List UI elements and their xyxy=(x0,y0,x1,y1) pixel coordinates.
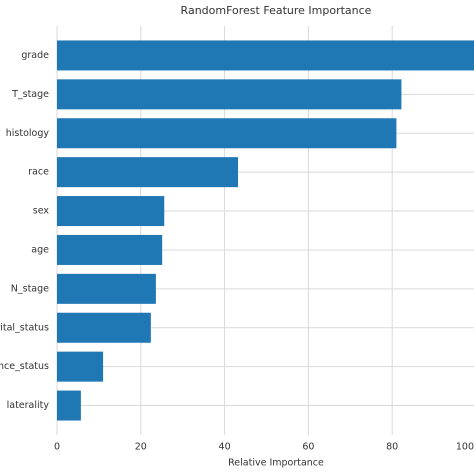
y-tick-label: grade xyxy=(21,50,49,61)
bar xyxy=(57,273,156,304)
y-tick-label: ance_status xyxy=(0,361,49,372)
y-tick-label: histology xyxy=(6,128,50,139)
y-tick-label: age xyxy=(31,244,49,255)
bar xyxy=(57,157,239,188)
x-tick-label: 100 xyxy=(456,442,474,453)
x-tick-label: 20 xyxy=(135,442,147,453)
bar xyxy=(57,312,151,343)
y-tick-label: N_stage xyxy=(11,283,49,294)
x-tick-label: 60 xyxy=(302,442,314,453)
bar xyxy=(57,196,165,227)
y-tick-label: T_stage xyxy=(11,89,49,100)
bar xyxy=(57,118,397,149)
x-axis-label: Relative Importance xyxy=(228,458,324,469)
bar xyxy=(57,40,474,71)
x-tick-label: 80 xyxy=(386,442,398,453)
chart-title: RandomForest Feature Importance xyxy=(181,4,372,17)
bar xyxy=(57,351,104,382)
y-tick-label: laterality xyxy=(7,400,50,411)
x-tick-label: 40 xyxy=(219,442,231,453)
bar xyxy=(57,234,163,265)
bar xyxy=(57,79,402,110)
y-tick-label: sex xyxy=(33,206,50,217)
bar xyxy=(57,390,81,421)
x-tick-label: 0 xyxy=(54,442,60,453)
y-tick-label: race xyxy=(28,167,49,178)
y-tick-label: rital_status xyxy=(0,322,49,333)
